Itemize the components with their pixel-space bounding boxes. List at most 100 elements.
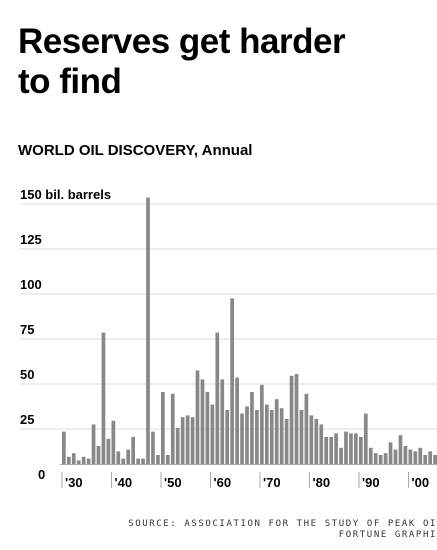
bar-1982 [319, 424, 324, 464]
bar-1952 [170, 393, 175, 464]
bar-1968 [250, 392, 254, 464]
bar-1980 [309, 415, 314, 464]
bar-1989 [354, 433, 358, 464]
bar-1987 [344, 431, 348, 464]
bar-1961 [215, 332, 220, 464]
bar-1941 [116, 451, 121, 464]
bar-1932 [71, 453, 76, 464]
bar-1970 [260, 384, 264, 464]
bar-1948 [151, 431, 155, 464]
y-tick-label: 150 bil. barrels [20, 187, 111, 202]
bar-1964 [230, 298, 234, 464]
title-line-1: Reserves get harder [18, 22, 346, 61]
bar-1953 [175, 428, 180, 464]
bar-1958 [200, 379, 205, 464]
bar-1984 [329, 437, 333, 464]
bar-1949 [156, 455, 160, 464]
bar-2004 [428, 451, 432, 464]
bar-1934 [81, 456, 86, 464]
y-axis: 150 bil. barrels 125 100 75 50 25 0 [20, 187, 111, 482]
bar-1960 [210, 404, 215, 464]
bar-1993 [373, 453, 378, 464]
bar-1938 [101, 332, 106, 464]
bar-1975 [284, 419, 289, 464]
x-tick-label: '90 [362, 475, 380, 490]
bar-1978 [299, 410, 304, 464]
bar-1935 [86, 458, 91, 464]
bar-1946 [141, 458, 145, 464]
y-tick-label: 100 [20, 277, 42, 292]
bar-1959 [205, 392, 210, 464]
bar-1930 [62, 431, 66, 464]
bar-1991 [363, 413, 368, 464]
bar-1950 [161, 392, 165, 464]
y-tick-label: 50 [20, 367, 34, 382]
bar-1974 [279, 408, 284, 464]
bar-1945 [136, 458, 140, 464]
bar-1954 [180, 417, 185, 464]
y-tick-label: 125 [20, 232, 42, 247]
bar-1931 [66, 456, 71, 464]
bar-1942 [121, 458, 126, 464]
bar-1940 [111, 420, 116, 464]
bar-1998 [398, 435, 403, 464]
bar-1944 [131, 437, 135, 464]
y-tick-label: 0 [38, 467, 45, 482]
y-tick-label: 25 [20, 412, 34, 427]
bars-layer [62, 197, 437, 464]
bar-2005 [433, 455, 437, 464]
bar-1986 [339, 447, 343, 464]
bar-1999 [403, 446, 408, 464]
y-tick-label: 75 [20, 322, 34, 337]
bar-1973 [274, 399, 279, 464]
bar-1966 [240, 413, 244, 464]
bar-1996 [388, 442, 393, 464]
bar-1943 [126, 449, 131, 464]
chart-subtitle: WORLD OIL DISCOVERY, Annual [18, 142, 253, 159]
bar-1977 [294, 374, 299, 464]
bar-1995 [383, 453, 388, 464]
bar-1994 [378, 455, 383, 464]
bar-1967 [245, 406, 249, 464]
bar-1937 [96, 446, 101, 464]
bar-2002 [418, 447, 423, 464]
bar-1979 [304, 393, 309, 464]
chart-title: Reserves get harder to find [18, 22, 418, 102]
bar-1988 [349, 433, 353, 464]
bar-1939 [106, 438, 111, 464]
bar-1962 [220, 379, 225, 464]
x-axis: '30 '40 '50 '60 '70 '80 '90 '00 [60, 464, 437, 490]
x-tick-label: '70 [263, 475, 281, 490]
x-tick-label: '60 [214, 475, 232, 490]
x-tick-label: '50 [164, 475, 182, 490]
source-line: SOURCE: ASSOCIATION FOR THE STUDY OF PEA… [128, 519, 437, 529]
bar-1957 [195, 370, 200, 464]
x-tick-label: '30 [65, 475, 83, 490]
bar-1990 [359, 437, 363, 464]
bar-2001 [413, 451, 418, 464]
bar-1933 [76, 460, 81, 464]
x-tick-label: '00 [412, 475, 430, 490]
bar-1971 [264, 404, 269, 464]
title-line-2: to find [18, 62, 122, 101]
bar-1956 [190, 417, 195, 464]
bar-1985 [334, 433, 338, 464]
bar-1936 [91, 424, 96, 464]
bar-1947 [146, 197, 150, 464]
x-tick-label: '80 [313, 475, 331, 490]
graphic-credit: FORTUNE GRAPHI [338, 530, 437, 540]
bar-1955 [185, 415, 190, 464]
grid-layer [20, 203, 437, 430]
bar-2000 [408, 449, 413, 464]
bar-1983 [324, 437, 329, 464]
x-tick-label: '40 [115, 475, 133, 490]
bar-1997 [393, 449, 398, 464]
bar-1963 [225, 410, 230, 464]
bar-1972 [269, 410, 274, 464]
bar-1965 [235, 377, 239, 464]
bar-1981 [314, 419, 319, 464]
bar-1951 [165, 455, 170, 464]
bar-2003 [423, 455, 428, 464]
bar-1969 [255, 410, 259, 464]
